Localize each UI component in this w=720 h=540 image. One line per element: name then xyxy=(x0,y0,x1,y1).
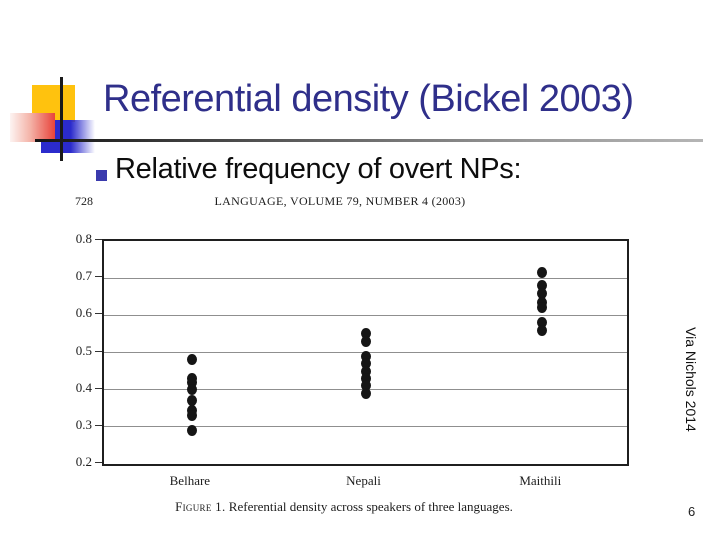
title-underline-rule xyxy=(35,139,703,142)
decoration-vertical-line xyxy=(60,77,63,161)
decoration-red-square xyxy=(10,113,55,142)
data-point-nepali xyxy=(360,380,371,392)
y-axis-tick xyxy=(95,239,102,240)
bullet-square-icon xyxy=(96,170,107,181)
journal-running-header: LANGUAGE, VOLUME 79, NUMBER 4 (2003) xyxy=(214,194,466,208)
journal-page-number: 728 xyxy=(75,194,93,208)
y-axis-tick-label: 0.8 xyxy=(75,231,92,246)
gridline xyxy=(104,314,627,316)
y-axis-tick-label: 0.4 xyxy=(75,379,92,395)
slide-title: Referential density (Bickel 2003) xyxy=(103,78,634,120)
data-point-maithili xyxy=(537,302,548,314)
data-point-nepali xyxy=(360,335,371,347)
data-point-nepali xyxy=(360,387,371,399)
figure-caption-label: Figure 1. xyxy=(175,499,226,514)
attribution-side-note: Via Nichols 2014 xyxy=(683,327,699,432)
y-axis-tick-label: 0.5 xyxy=(75,342,92,358)
y-axis-tick xyxy=(95,424,102,426)
data-point-nepali xyxy=(360,358,371,370)
x-axis-label-maithili: Maithili xyxy=(519,473,562,488)
y-axis-tick xyxy=(95,387,102,389)
data-point-belhare xyxy=(186,376,197,388)
bullet-text: Relative frequency of overt NPs: xyxy=(115,153,522,185)
y-axis-tick xyxy=(95,313,102,315)
data-point-maithili xyxy=(537,287,548,299)
gridline xyxy=(104,277,627,279)
data-point-maithili xyxy=(537,324,548,336)
data-point-maithili xyxy=(537,280,548,292)
x-axis-label-nepali: Nepali xyxy=(346,473,381,488)
data-point-belhare xyxy=(186,395,197,407)
data-point-maithili xyxy=(537,296,548,308)
y-axis-tick-label: 0.7 xyxy=(75,268,92,284)
figure-caption-text: Referential density across speakers of t… xyxy=(225,499,513,514)
y-axis-tick-label: 0.6 xyxy=(75,305,92,321)
data-point-belhare xyxy=(186,354,197,366)
data-point-belhare xyxy=(186,425,197,437)
data-point-nepali xyxy=(360,328,371,340)
data-point-nepali xyxy=(360,365,371,377)
data-point-belhare xyxy=(186,410,197,422)
scatter-plot-area xyxy=(102,239,629,466)
data-point-maithili xyxy=(537,317,548,329)
data-point-maithili xyxy=(537,267,548,279)
y-axis-tick xyxy=(95,462,102,463)
x-axis-label-belhare: Belhare xyxy=(169,473,211,488)
y-axis-tick-label: 0.2 xyxy=(75,454,92,469)
y-axis-tick xyxy=(95,350,102,352)
data-point-nepali xyxy=(360,373,371,385)
data-point-belhare xyxy=(186,404,197,416)
data-point-belhare xyxy=(186,384,197,396)
figure-caption: Figure 1. Referential density across spe… xyxy=(94,499,594,515)
data-point-nepali xyxy=(360,350,371,362)
gridline xyxy=(104,426,627,428)
y-axis-tick xyxy=(95,276,102,278)
slide-page-number: 6 xyxy=(688,504,696,519)
y-axis-tick-label: 0.3 xyxy=(75,416,92,432)
